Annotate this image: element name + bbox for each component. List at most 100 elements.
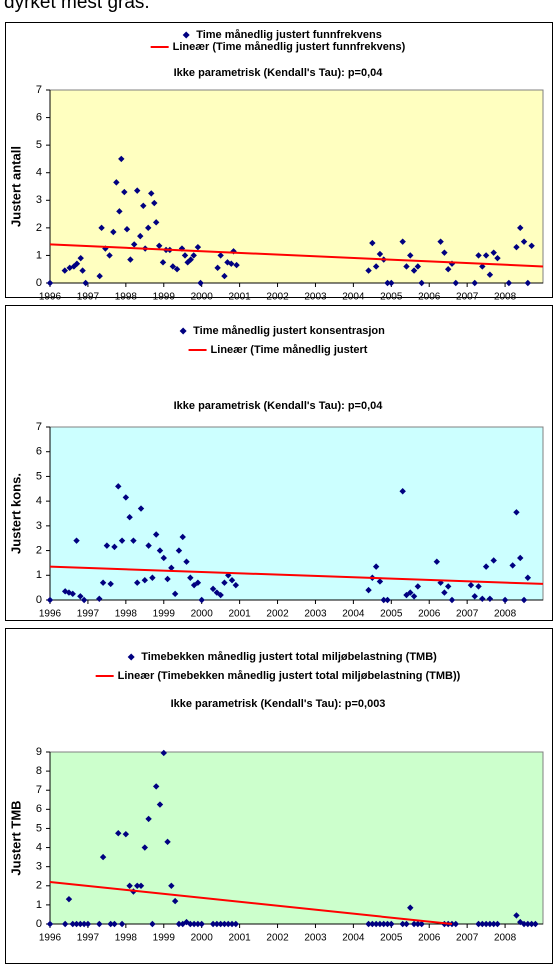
data-point [134,187,141,194]
x-tick-label: 1996 [39,933,62,944]
data-point [384,920,391,928]
data-point [517,224,524,232]
data-point [399,238,406,245]
x-tick-label: 2002 [266,933,289,944]
data-point [115,830,122,837]
data-point [134,882,141,889]
data-point [127,256,134,263]
data-point [414,263,422,270]
data-point [517,918,524,926]
y-tick-label: 2 [36,544,42,556]
legend-label: Timebekken månedlig justert total miljøb… [141,651,437,663]
data-point [171,897,179,905]
data-point [118,155,125,163]
data-point [441,589,448,596]
data-point [490,920,497,928]
legend-label: Time månedlig justert konsentrasjon [193,325,385,337]
data-point [175,547,183,554]
data-point [46,279,54,287]
data-point [482,920,490,928]
y-tick-label: 1 [36,249,42,261]
x-tick-label: 2006 [418,933,441,944]
data-point [159,259,167,266]
data-point [160,554,167,562]
y-tick-label: 0 [36,594,42,606]
data-point [513,509,520,516]
data-point [399,920,406,928]
x-tick-label: 1997 [77,292,100,303]
x-tick-label: 1999 [153,292,176,303]
x-tick-label: 2000 [191,609,214,620]
data-point [228,920,236,928]
data-point [520,920,528,928]
x-tick-label: 2004 [342,609,365,620]
data-point [77,920,84,928]
data-point [221,579,228,586]
x-tick-label: 2007 [456,933,479,944]
x-tick-label: 2003 [304,292,327,303]
data-point [130,537,137,544]
data-point [169,263,177,270]
x-tick-label: 1999 [153,933,176,944]
x-tick-label: 1996 [39,292,62,303]
data-point [61,267,68,274]
trend-line [49,880,453,925]
data-point [65,589,73,596]
chart: Time månedlig justert funnfrekvensLineær… [5,22,553,303]
data-point [225,572,232,579]
data-point [126,514,133,521]
data-point [118,920,126,928]
data-point [194,920,202,928]
data-point [475,920,482,928]
data-point [187,574,194,581]
data-point [524,920,532,928]
data-point [380,920,387,928]
data-point [190,581,198,589]
data-point [152,531,160,538]
data-point [418,279,425,287]
data-point [372,920,380,928]
data-point [467,581,475,589]
data-point [73,260,81,267]
data-point [433,558,441,565]
data-point [152,783,160,790]
data-point [372,263,380,270]
data-point [410,593,418,600]
data-point [376,920,384,928]
data-point [482,563,490,570]
x-tick-label: 2006 [418,609,441,620]
data-point [77,254,84,262]
data-point [490,249,497,256]
data-point [116,208,123,215]
data-point [123,226,131,233]
data-point [152,219,160,226]
data-point [168,564,175,572]
data-point [213,920,221,928]
data-point [407,252,414,259]
data-point [479,595,486,602]
data-point [190,252,197,259]
x-tick-label: 1996 [39,609,62,620]
data-point [115,483,122,490]
data-point [486,920,494,928]
data-point [181,252,189,259]
x-tick-label: 2000 [191,292,214,303]
data-point [82,279,89,287]
data-point [479,920,486,928]
data-point [384,596,391,604]
data-point [376,250,384,258]
data-point [482,252,490,259]
data-point [475,583,482,590]
data-point [437,238,444,245]
data-point [475,252,482,259]
x-tick-label: 1999 [153,609,176,620]
y-tick-label: 6 [36,111,42,123]
y-axis-label: Justert kons. [8,473,23,554]
data-point [156,547,164,554]
data-point [471,279,478,287]
chart-title: Ikke parametrisk (Kendall's Tau): p=0,00… [171,698,386,710]
data-point [414,583,422,590]
y-tick-label: 9 [36,746,42,758]
data-point [137,505,145,512]
y-tick-label: 8 [36,765,42,777]
